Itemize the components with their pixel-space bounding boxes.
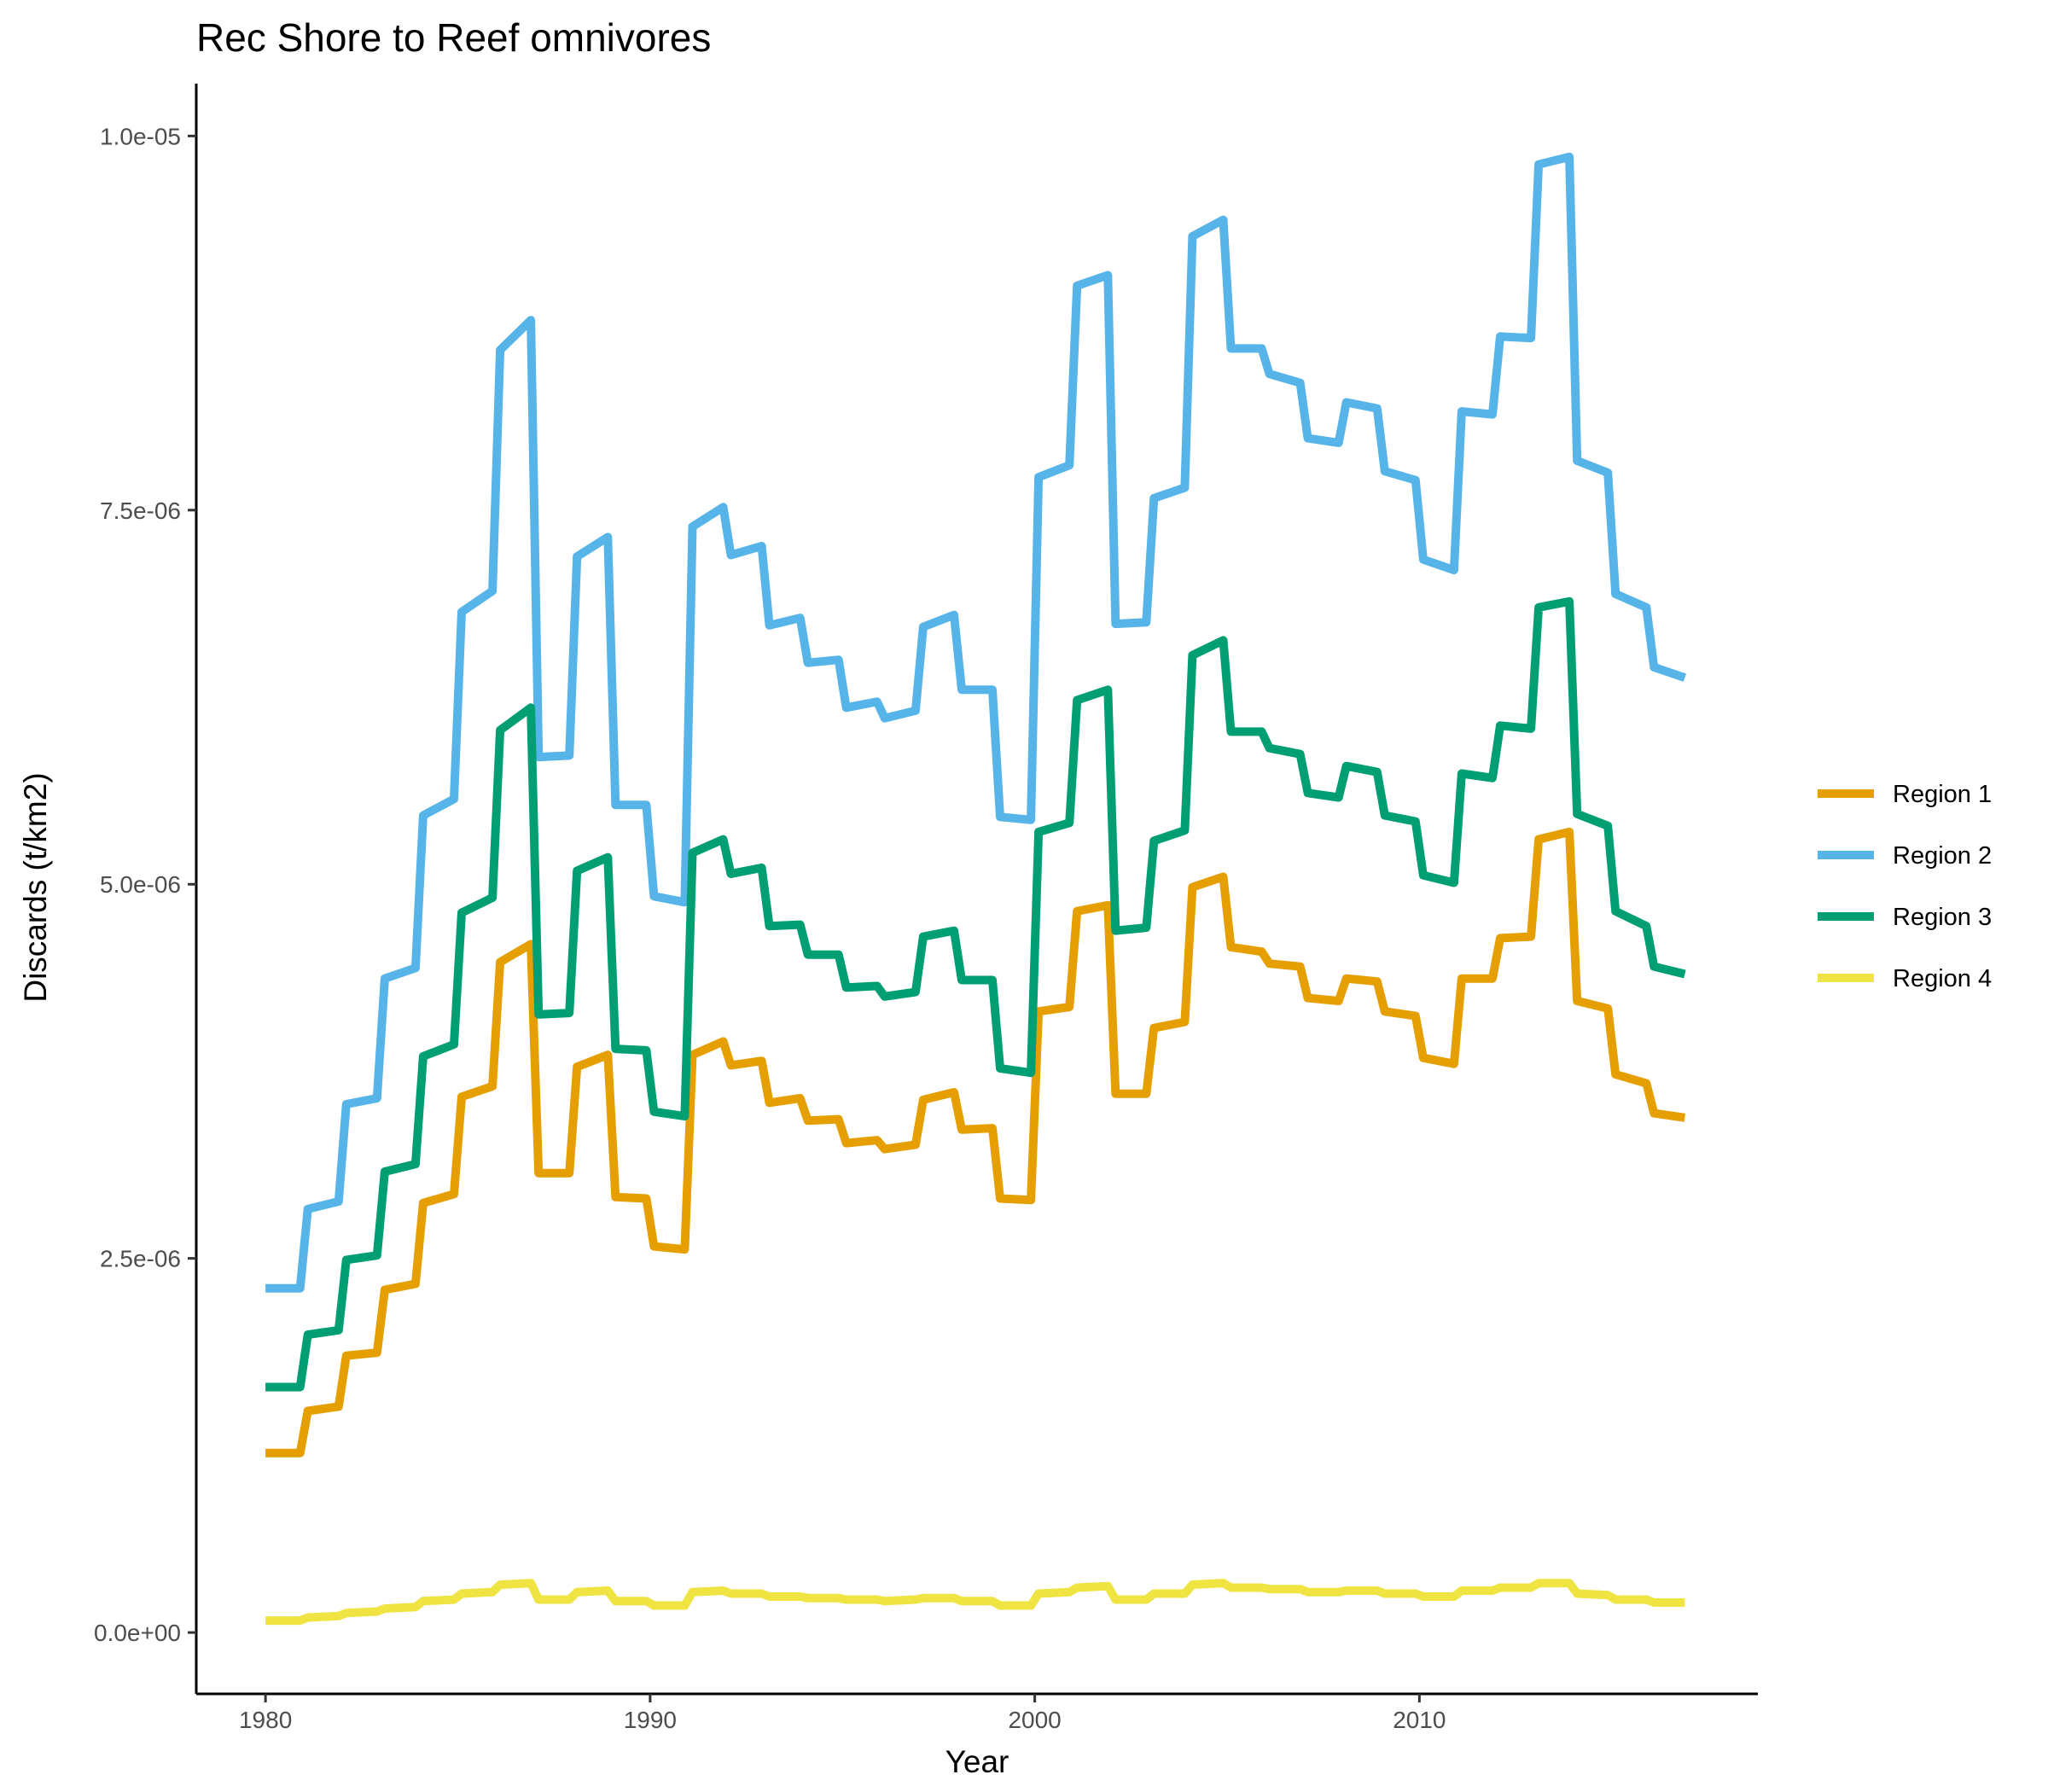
y-tick-label: 1.0e-05	[100, 123, 181, 149]
chart-title: Rec Shore to Reef omnivores	[196, 15, 711, 60]
y-tick-label: 7.5e-06	[100, 497, 181, 524]
y-tick-label: 0.0e+00	[94, 1620, 181, 1646]
y-axis-title: Discards (t/km2)	[18, 772, 53, 1002]
legend: Region 1 Region 2 Region 3 Region 4	[1818, 781, 1992, 992]
series-line-region-4	[265, 1579, 1685, 1626]
x-axis-ticks: 1980 1990 2000 2010	[239, 1694, 1446, 1733]
series-line-region-1	[265, 827, 1686, 1457]
x-tick-label: 2010	[1393, 1707, 1446, 1733]
y-tick-label: 2.5e-06	[100, 1246, 181, 1272]
series-lines	[265, 152, 1687, 1626]
y-axis-ticks: 0.0e+00 2.5e-06 5.0e-06 7.5e-06 1.0e-05	[94, 123, 196, 1646]
legend-label-region-4: Region 4	[1893, 965, 1992, 992]
series-line-region-2	[265, 152, 1687, 1293]
x-tick-label: 2000	[1008, 1707, 1061, 1733]
x-tick-label: 1980	[239, 1707, 292, 1733]
x-axis-title: Year	[945, 1744, 1009, 1779]
series-line-region-3	[265, 596, 1686, 1392]
legend-label-region-1: Region 1	[1893, 781, 1992, 808]
y-tick-label: 5.0e-06	[100, 871, 181, 898]
legend-label-region-2: Region 2	[1893, 842, 1992, 870]
x-tick-label: 1990	[624, 1707, 677, 1733]
legend-label-region-3: Region 3	[1893, 904, 1992, 931]
